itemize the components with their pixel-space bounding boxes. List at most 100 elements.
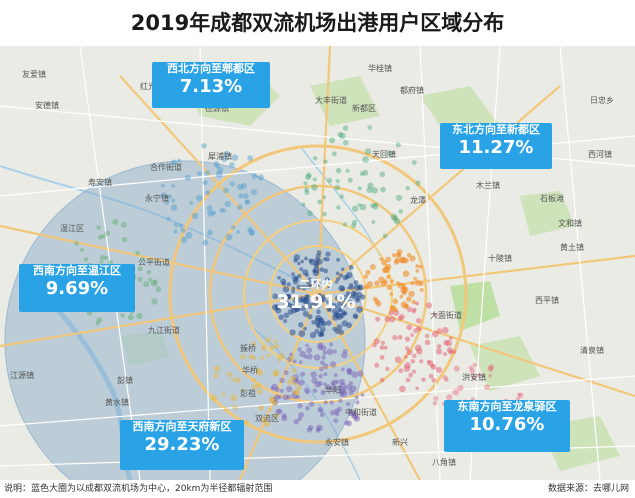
user-dot xyxy=(291,289,295,294)
callout-southeast[interactable]: 东南方向至龙泉驿区 10.76% xyxy=(444,400,570,452)
user-dot xyxy=(314,328,320,334)
user-dot xyxy=(305,405,310,411)
user-dot xyxy=(298,322,304,328)
user-dot xyxy=(180,236,188,243)
callout-center[interactable]: 二环内 31.91% xyxy=(272,278,360,313)
user-dot xyxy=(336,205,341,210)
callout-west[interactable]: 西南方向至温江区 9.69% xyxy=(19,264,135,312)
user-dot xyxy=(272,293,279,300)
user-dot xyxy=(390,213,398,221)
user-dot xyxy=(403,365,411,373)
user-dot xyxy=(394,257,400,263)
place-label: 华桥 xyxy=(242,366,258,375)
user-dot xyxy=(244,199,249,204)
user-dot xyxy=(331,379,338,386)
place-label: 中和街道 xyxy=(345,408,377,417)
user-dot xyxy=(418,281,424,287)
user-dot xyxy=(393,217,401,225)
user-dot xyxy=(311,320,316,325)
user-dot xyxy=(346,293,352,299)
user-dot xyxy=(353,314,359,319)
user-dot xyxy=(166,216,171,221)
user-dot xyxy=(95,320,100,326)
place-label: 文和镇 xyxy=(558,219,582,228)
user-dot xyxy=(412,307,417,312)
user-dot xyxy=(291,307,298,314)
user-dot xyxy=(229,162,235,168)
callout-value: 10.76% xyxy=(469,414,545,435)
user-dot xyxy=(286,282,291,287)
user-dot xyxy=(372,343,377,348)
user-dot xyxy=(245,199,251,205)
callout-title: 西南方向至天府新区 xyxy=(132,420,232,433)
user-dot xyxy=(321,355,326,360)
map-area[interactable]: 友爱镇 红光镇 华桂镇 德源镇 犀浦镇 安德镇 合作街道 永宁镇 温江区 公平街… xyxy=(0,46,635,480)
user-dot xyxy=(227,371,233,378)
user-dot xyxy=(185,231,193,239)
place-label: 江源镇 xyxy=(10,371,34,380)
user-dot xyxy=(351,219,358,225)
callout-northeast[interactable]: 东北方向至新都区 11.27% xyxy=(440,123,552,169)
user-dot xyxy=(223,407,228,411)
user-dot xyxy=(289,375,296,382)
user-dot xyxy=(338,273,344,278)
user-dot xyxy=(389,292,394,296)
user-dot xyxy=(332,151,337,157)
place-label: 公平街道 xyxy=(138,258,170,267)
user-dot xyxy=(257,174,264,181)
user-dot xyxy=(386,274,391,280)
user-dot xyxy=(283,312,290,319)
user-dot xyxy=(155,286,162,293)
callout-title: 西南方向至温江区 xyxy=(33,264,121,277)
user-dot xyxy=(170,159,178,167)
user-dot xyxy=(232,404,238,410)
user-dot xyxy=(305,174,312,180)
user-dot xyxy=(297,273,302,279)
user-dot xyxy=(336,257,341,262)
user-dot xyxy=(171,198,176,203)
user-dot xyxy=(285,293,291,300)
user-dot xyxy=(410,359,416,364)
user-dot xyxy=(296,284,302,290)
user-dot xyxy=(177,158,182,163)
user-dot xyxy=(298,379,305,386)
user-dot xyxy=(406,324,413,331)
user-dot xyxy=(104,255,109,260)
user-dot xyxy=(316,424,323,432)
user-dot xyxy=(293,419,299,425)
user-dot xyxy=(398,368,404,374)
user-dot xyxy=(383,266,391,273)
user-dot xyxy=(323,268,329,274)
user-dot xyxy=(304,187,310,193)
user-dot xyxy=(224,201,231,208)
user-dot xyxy=(362,156,369,163)
user-dot xyxy=(353,415,361,422)
user-dot xyxy=(445,339,453,347)
user-dot xyxy=(326,299,331,304)
place-label: 华桂镇 xyxy=(368,64,392,73)
user-dot xyxy=(323,159,328,164)
user-dot xyxy=(255,368,262,374)
user-dot xyxy=(320,360,325,366)
user-dot xyxy=(303,181,308,186)
callout-south[interactable]: 西南方向至天府新区 29.23% xyxy=(120,420,244,470)
user-dot xyxy=(279,388,284,393)
user-dot xyxy=(318,296,325,303)
user-dot xyxy=(301,284,307,291)
user-dot xyxy=(345,272,353,279)
place-label: 黄土镇 xyxy=(560,243,584,252)
page-title: 2019年成都双流机场出港用户区域分布 xyxy=(0,0,635,46)
callout-northwest[interactable]: 西北方向至郫都区 7.13% xyxy=(152,62,270,108)
user-dot xyxy=(488,373,493,378)
user-dot xyxy=(202,180,208,186)
user-dot xyxy=(274,394,280,400)
user-dot xyxy=(297,261,301,266)
user-dot xyxy=(410,333,414,337)
user-dot xyxy=(373,202,378,207)
user-dot xyxy=(74,241,79,247)
callout-title: 西北方向至郫都区 xyxy=(167,62,255,75)
user-dot xyxy=(312,388,318,394)
user-dot xyxy=(392,215,398,222)
user-dot xyxy=(314,317,322,325)
user-dot xyxy=(189,201,194,205)
